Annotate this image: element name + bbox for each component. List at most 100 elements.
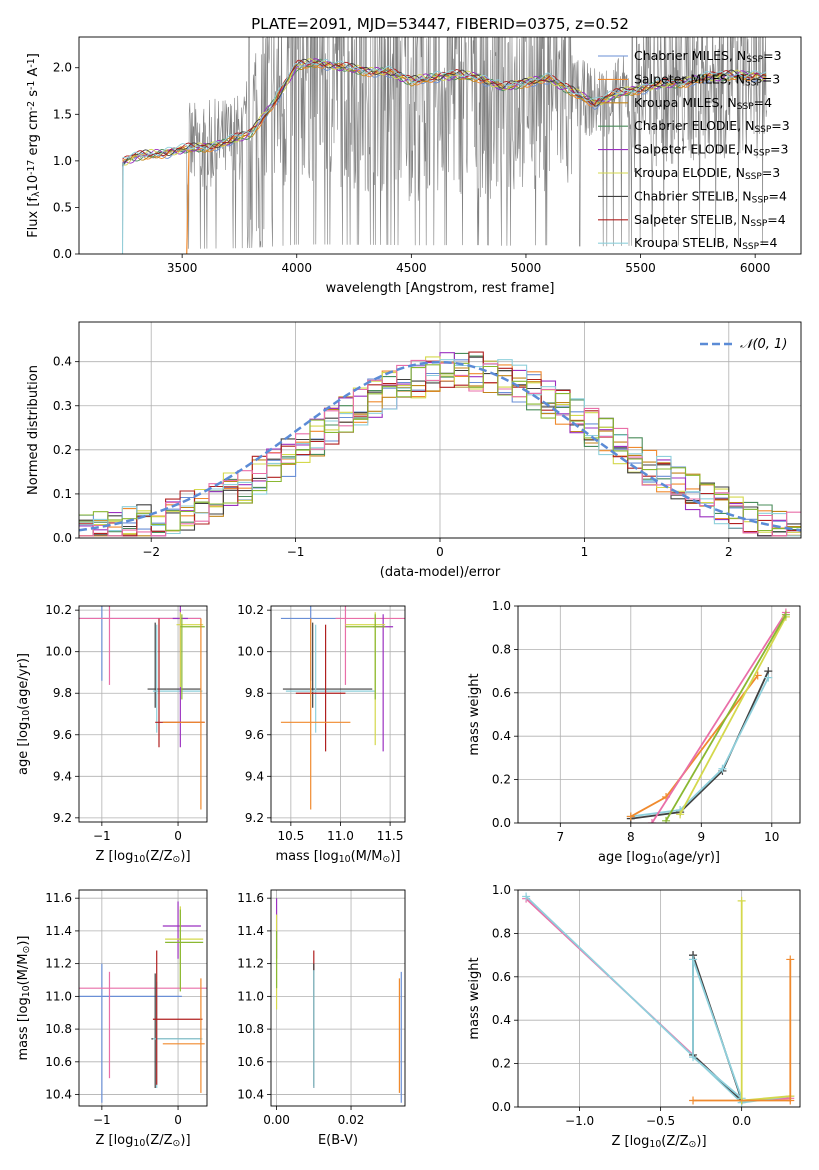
legend-label: Chabrier MILES, NSSP=3 <box>634 48 782 65</box>
x-tick-label: 0 <box>174 829 182 843</box>
y-tick-label: 0.0 <box>53 531 72 545</box>
y-axis-label: Flux [fλ10-17 erg cm-2 s-1 A-1] <box>26 53 42 238</box>
mass-weight-point <box>689 955 698 964</box>
mass-weight-point <box>662 816 671 823</box>
plot-frame <box>270 889 406 1107</box>
y-tick-label: 0.3 <box>53 399 72 413</box>
y-tick-label: 0.5 <box>53 200 72 214</box>
legend-label: Kroupa ELODIE, NSSP=3 <box>634 165 780 182</box>
mass-weight-line <box>679 616 787 815</box>
plot-area <box>626 608 790 823</box>
y-tick-label: 9.8 <box>53 686 72 700</box>
y-tick-label: 2.0 <box>53 61 72 75</box>
y-tick-label: 10.0 <box>237 645 264 659</box>
x-tick-label: 4000 <box>281 261 312 275</box>
mass-age-chart: 10.5 11.0 11.5 9.2 9.4 9.6 9.8 10.0 10.2 mass [lo… <box>237 603 406 865</box>
y-tick-label: 0.0 <box>492 1100 511 1114</box>
x-tick-label: 1 <box>581 545 589 559</box>
metallicity-age-chart: −1 0 9.2 9.4 9.6 9.8 10.0 10.2 Z [log10(Z/Z⊙)] ag… <box>16 603 208 865</box>
mass-weight-line <box>630 670 770 820</box>
y-tick-label: 10.2 <box>237 603 264 617</box>
model-spectrum-line <box>122 58 767 166</box>
mass-weight-line <box>692 959 744 1102</box>
x-tick-label: 0.0 <box>732 1114 751 1128</box>
x-axis-label: Z [log10(Z/Z⊙)] <box>611 1134 706 1150</box>
x-axis-label: Z [log10(Z/Z⊙)] <box>95 1133 190 1149</box>
x-tick-label: 3500 <box>167 261 198 275</box>
x-tick-label: 9 <box>697 830 705 844</box>
extinction-mass-chart: 0.00 0.02 10.4 10.6 10.8 11.0 11.2 11.4 11.6 E(B-… <box>237 889 406 1148</box>
x-tick-label: 7 <box>556 830 564 844</box>
y-tick-label: 0.8 <box>492 642 511 656</box>
mass-weight-point <box>689 1096 698 1105</box>
x-axis-label: E(B-V) <box>318 1133 358 1148</box>
plot-area <box>122 37 767 254</box>
y-tick-label: 10.0 <box>45 645 72 659</box>
mass-weight-point <box>786 955 795 964</box>
mass-weight-point <box>676 810 685 819</box>
y-tick-label: 9.2 <box>53 811 72 825</box>
plot-area <box>275 898 402 1103</box>
x-tick-label: 0.02 <box>338 1113 365 1127</box>
mass-weight-point <box>522 892 531 901</box>
x-tick-label: −0.5 <box>646 1114 675 1128</box>
x-tick-label: 10.5 <box>277 829 304 843</box>
y-tick-label: 1.5 <box>53 107 72 121</box>
y-tick-label: 0.4 <box>492 729 511 743</box>
x-tick-label: −1 <box>93 1113 111 1127</box>
y-tick-label: 0.4 <box>53 355 72 369</box>
plot-frame <box>270 605 406 823</box>
y-tick-label: 9.6 <box>245 728 264 742</box>
model-spectrum-line <box>122 62 767 168</box>
legend-label: Kroupa STELIB, NSSP=4 <box>634 235 778 252</box>
y-tick-label: 11.6 <box>237 891 264 905</box>
mass-weight-line <box>665 614 787 822</box>
y-tick-label: 10.6 <box>45 1055 72 1069</box>
plot-frame <box>78 605 208 823</box>
mass-weight-line <box>740 900 791 1102</box>
y-tick-label: 10.4 <box>237 1088 264 1102</box>
spectrum-chart: 3500 4000 4500 5000 5500 6000 0.0 0.5 1.0 1.5 2.0 w… <box>26 36 802 296</box>
y-tick-label: 10.8 <box>45 1022 72 1036</box>
plot-frame <box>517 889 801 1108</box>
x-tick-label: 0 <box>436 545 444 559</box>
mass-weight-point <box>689 1053 698 1062</box>
x-tick-label: −1 <box>93 829 111 843</box>
legend: Chabrier MILES, NSSP=3 Salpeter MILES, NS… <box>598 48 790 252</box>
y-axis-label: mass [log10(M/M⊙)] <box>16 936 32 1061</box>
legend-label: Salpeter ELODIE, NSSP=3 <box>634 142 788 159</box>
y-tick-label: 0.2 <box>53 443 72 457</box>
x-tick-label: 10 <box>764 830 779 844</box>
x-tick-label: 8 <box>627 830 635 844</box>
x-tick-label: −2 <box>142 545 160 559</box>
y-tick-label: 0.2 <box>492 773 511 787</box>
age-weight-chart: 7 8 9 10 0.0 0.2 0.4 0.6 0.8 1.0 age [log10(age/yr… <box>467 599 801 866</box>
mass-weight-line <box>630 677 770 818</box>
plot-frame <box>78 321 802 539</box>
mass-weight-point <box>764 673 773 682</box>
y-tick-label: 9.6 <box>53 728 72 742</box>
y-tick-label: 0.0 <box>53 247 72 261</box>
y-tick-label: 0.6 <box>492 686 511 700</box>
y-tick-label: 11.2 <box>237 957 264 971</box>
observed-spectrum-line <box>122 37 767 254</box>
x-axis-label: (data-model)/error <box>380 565 501 580</box>
legend-label: Salpeter STELIB, NSSP=4 <box>634 212 786 229</box>
mass-weight-line <box>525 895 791 1104</box>
mass-weight-point <box>647 819 656 823</box>
y-tick-label: 10.2 <box>45 603 72 617</box>
plot-area <box>79 351 801 537</box>
y-axis-label: age [log10(age/yr)] <box>16 653 32 775</box>
x-tick-label: −1.0 <box>565 1114 594 1128</box>
y-tick-label: 0.6 <box>492 970 511 984</box>
y-tick-label: 11.0 <box>237 989 264 1003</box>
residual-histogram-line <box>79 359 801 537</box>
x-tick-label: 6000 <box>740 261 771 275</box>
x-tick-label: 5500 <box>625 261 656 275</box>
mass-weight-line <box>651 612 787 823</box>
mass-weight-point <box>718 764 727 773</box>
y-tick-label: 9.4 <box>53 769 72 783</box>
plot-area <box>522 892 795 1107</box>
y-tick-label: 10.8 <box>237 1022 264 1036</box>
